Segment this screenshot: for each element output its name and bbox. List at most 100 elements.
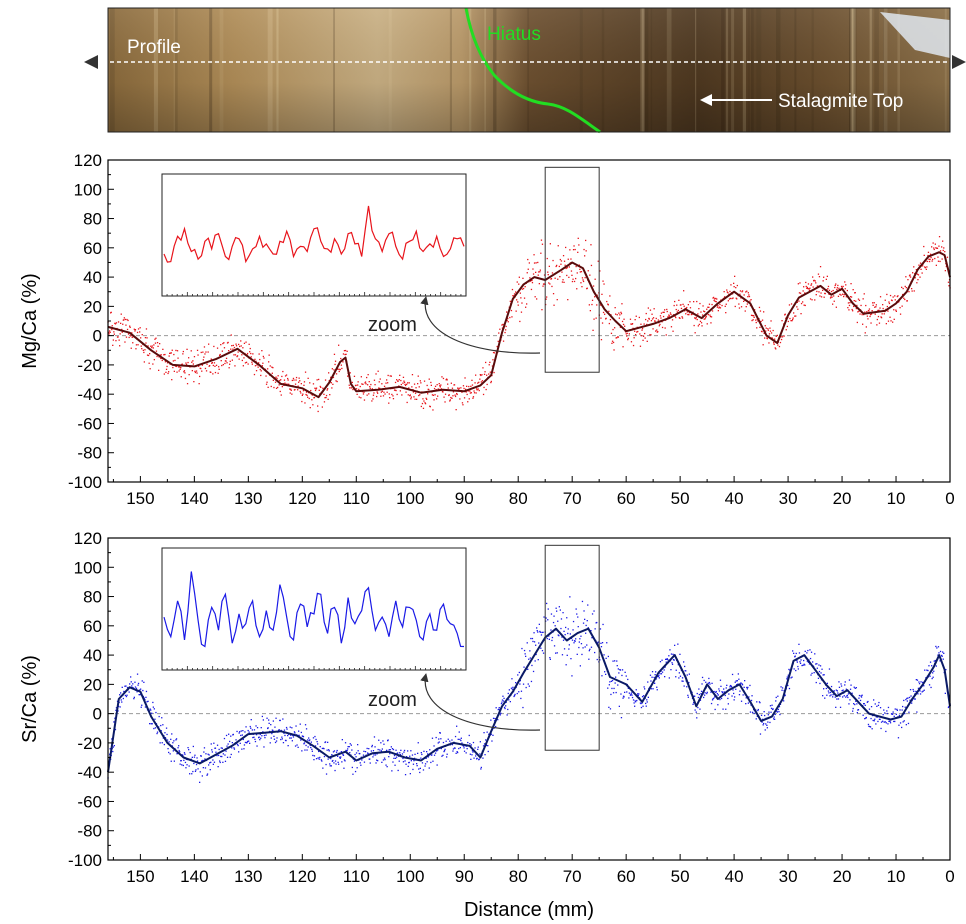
- data-point: [744, 680, 745, 681]
- data-point: [316, 758, 317, 759]
- data-point: [924, 670, 925, 671]
- data-point: [581, 271, 582, 272]
- data-point: [467, 748, 468, 749]
- data-point: [519, 672, 520, 673]
- data-point: [629, 693, 630, 694]
- data-point: [446, 756, 447, 757]
- data-point: [575, 249, 576, 250]
- data-point: [719, 304, 720, 305]
- data-point: [213, 743, 214, 744]
- data-point: [134, 697, 135, 698]
- data-point: [670, 314, 671, 315]
- data-point: [420, 758, 421, 759]
- data-point: [924, 690, 925, 691]
- data-point: [304, 402, 305, 403]
- data-point: [143, 350, 144, 351]
- data-point: [306, 395, 307, 396]
- data-point: [788, 321, 789, 322]
- data-point: [381, 762, 382, 763]
- data-point: [150, 346, 151, 347]
- data-point: [769, 328, 770, 329]
- data-point: [563, 282, 564, 283]
- data-point: [456, 726, 457, 727]
- data-point: [472, 398, 473, 399]
- data-point: [284, 735, 285, 736]
- data-point: [270, 724, 271, 725]
- data-point: [829, 290, 830, 291]
- data-point: [531, 681, 532, 682]
- data-point: [717, 693, 718, 694]
- data-point: [550, 659, 551, 660]
- data-point: [332, 368, 333, 369]
- data-point: [942, 258, 943, 259]
- data-point: [315, 739, 316, 740]
- data-point: [300, 392, 301, 393]
- data-point: [501, 702, 502, 703]
- data-point: [943, 250, 944, 251]
- data-point: [799, 652, 800, 653]
- data-point: [712, 310, 713, 311]
- data-point: [787, 326, 788, 327]
- data-point: [870, 718, 871, 719]
- data-point: [239, 359, 240, 360]
- data-point: [824, 297, 825, 298]
- data-point: [838, 296, 839, 297]
- data-point: [443, 742, 444, 743]
- data-point: [235, 739, 236, 740]
- data-point: [185, 762, 186, 763]
- data-point: [749, 296, 750, 297]
- data-point: [404, 750, 405, 751]
- data-point: [484, 754, 485, 755]
- data-point: [766, 328, 767, 329]
- data-point: [490, 720, 491, 721]
- data-point: [943, 653, 944, 654]
- data-point: [474, 747, 475, 748]
- data-point: [634, 706, 635, 707]
- data-point: [420, 382, 421, 383]
- data-point: [703, 697, 704, 698]
- data-point: [909, 697, 910, 698]
- data-point: [854, 704, 855, 705]
- data-point: [547, 638, 548, 639]
- data-point: [760, 733, 761, 734]
- data-point: [261, 350, 262, 351]
- data-point: [196, 370, 197, 371]
- data-point: [836, 698, 837, 699]
- data-point: [443, 397, 444, 398]
- data-point: [228, 342, 229, 343]
- data-point: [582, 601, 583, 602]
- data-point: [254, 374, 255, 375]
- data-point: [367, 748, 368, 749]
- data-point: [356, 388, 357, 389]
- data-point: [407, 402, 408, 403]
- data-point: [816, 291, 817, 292]
- data-point: [885, 731, 886, 732]
- data-point: [849, 679, 850, 680]
- data-point: [229, 364, 230, 365]
- data-point: [760, 310, 761, 311]
- data-point: [454, 384, 455, 385]
- data-point: [142, 680, 143, 681]
- data-point: [733, 283, 734, 284]
- data-point: [458, 739, 459, 740]
- data-point: [483, 732, 484, 733]
- data-point: [470, 754, 471, 755]
- data-point: [913, 266, 914, 267]
- data-point: [371, 400, 372, 401]
- data-point: [933, 671, 934, 672]
- data-point: [233, 354, 234, 355]
- data-point: [466, 386, 467, 387]
- data-point: [552, 260, 553, 261]
- data-point: [852, 711, 853, 712]
- data-point: [129, 683, 130, 684]
- data-point: [301, 732, 302, 733]
- data-point: [930, 257, 931, 258]
- data-point: [250, 728, 251, 729]
- data-point: [380, 378, 381, 379]
- data-point: [774, 344, 775, 345]
- data-point: [626, 691, 627, 692]
- data-point: [263, 746, 264, 747]
- data-point: [683, 290, 684, 291]
- data-point: [932, 678, 933, 679]
- data-point: [826, 279, 827, 280]
